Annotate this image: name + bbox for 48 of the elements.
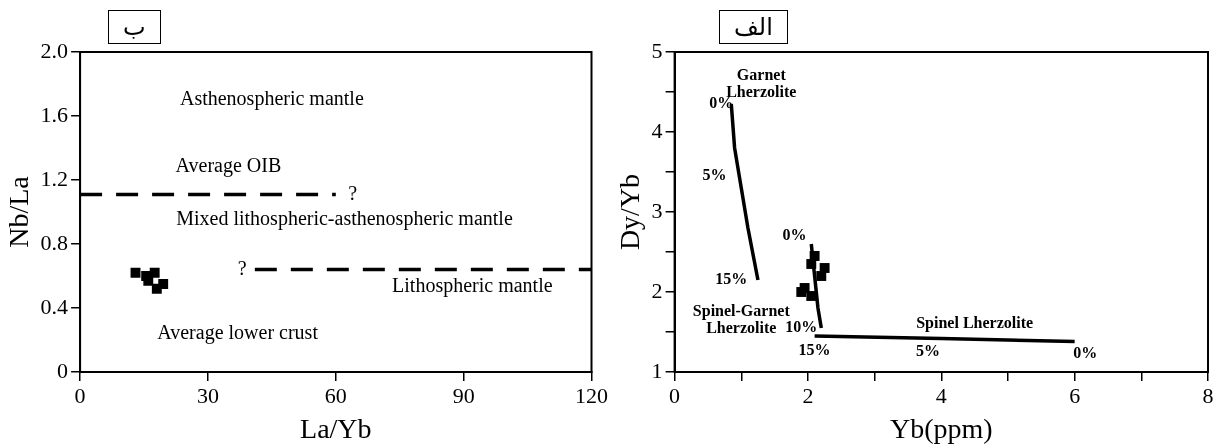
x-axis-title: Yb(ppm): [889, 412, 993, 444]
annotation: Asthenospheric mantle: [179, 87, 364, 111]
y-tick-label: 2: [651, 277, 663, 303]
y-tick-label: 1.6: [40, 101, 69, 127]
x-tick-label: 0: [74, 382, 86, 408]
annotation: Lithospheric mantle: [392, 274, 553, 298]
point: [149, 267, 160, 278]
annotation: 15%: [715, 270, 748, 288]
point: [816, 271, 827, 281]
y-tick-label: 2.0: [40, 37, 69, 63]
chart-title: ب: [108, 10, 161, 44]
x-tick-label: 90: [452, 382, 475, 408]
annotation: 0%: [1073, 343, 1098, 361]
annotation: Spinel Lherzolite: [916, 314, 1034, 333]
annotation: 10%: [785, 318, 818, 336]
point: [158, 279, 169, 289]
y-axis-title: Nb/La: [3, 175, 35, 248]
annotation: 5%: [915, 342, 940, 360]
y-tick-label: 5: [651, 37, 663, 63]
point: [130, 267, 141, 278]
x-tick-label: 2: [802, 382, 814, 408]
x-tick-label: 4: [935, 382, 947, 408]
annotation: ?: [237, 256, 247, 279]
y-tick-label: 0.4: [40, 293, 69, 319]
annotation: ?: [348, 181, 358, 204]
annotation: Average lower crust: [157, 320, 319, 344]
annotation: Average OIB: [175, 154, 282, 178]
x-tick-label: 0: [669, 382, 681, 408]
point: [796, 287, 807, 297]
y-tick-label: 4: [651, 117, 663, 143]
x-axis-title: La/Yb: [300, 412, 372, 444]
x-tick-label: 6: [1069, 382, 1081, 408]
y-tick-label: 0.8: [40, 229, 69, 255]
y-tick-label: 0: [57, 357, 69, 383]
y-tick-label: 1.2: [40, 165, 69, 191]
y-axis-title: Dy/Yb: [614, 173, 646, 251]
x-tick-label: 60: [324, 382, 347, 408]
x-tick-label: 8: [1202, 382, 1214, 408]
y-tick-label: 3: [651, 197, 663, 223]
point: [806, 291, 817, 301]
x-tick-label: 120: [575, 382, 608, 408]
x-tick-label: 30: [196, 382, 219, 408]
annotation: 0%: [782, 226, 807, 244]
annotation: 15%: [798, 340, 831, 358]
annotation: 5%: [702, 166, 727, 184]
y-tick-label: 1: [651, 357, 663, 383]
chart-title: الف: [719, 10, 788, 44]
annotation: Mixed lithospheric-asthenospheric mantle: [176, 207, 513, 231]
